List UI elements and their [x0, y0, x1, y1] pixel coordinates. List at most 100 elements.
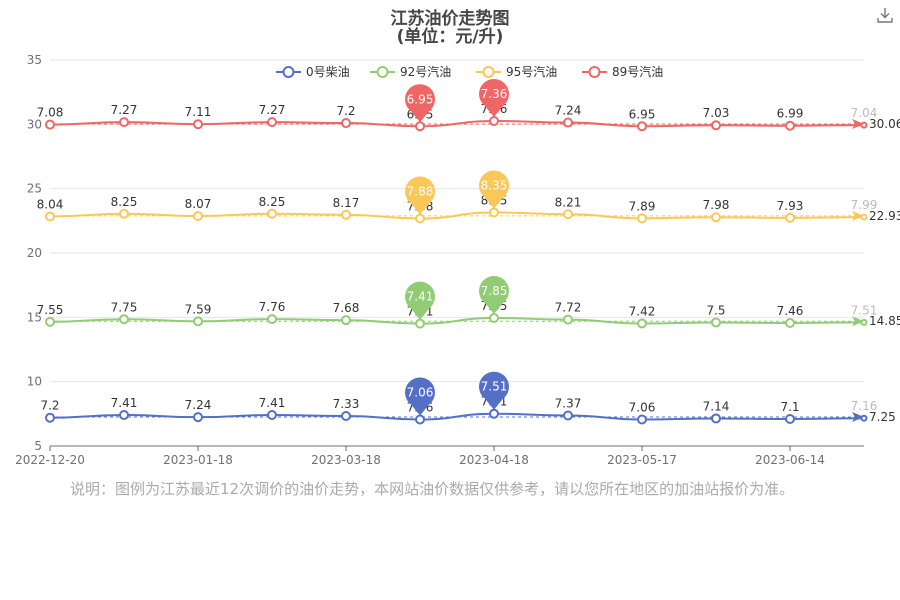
data-point [119, 208, 129, 219]
extreme-pin: 6.95 [405, 84, 435, 123]
x-tick-label: 2022-12-20 [15, 453, 85, 467]
data-point [860, 414, 868, 422]
data-point [45, 316, 55, 327]
data-label: 7.27 [259, 103, 286, 117]
data-point [860, 213, 868, 221]
data-label: 7.2 [40, 399, 59, 413]
data-point [341, 411, 351, 422]
data-point [415, 318, 425, 329]
data-point [785, 120, 795, 131]
data-point [711, 120, 721, 131]
data-point [711, 413, 721, 424]
download-icon[interactable] [876, 6, 894, 24]
pin-tail [411, 404, 429, 416]
legend-label: 89号汽油 [612, 64, 663, 79]
data-point [563, 410, 573, 421]
data-label: 7.59 [185, 302, 212, 316]
data-point [267, 208, 277, 219]
data-label: 7.46 [777, 304, 804, 318]
data-label: 7.98 [703, 198, 730, 212]
data-point [193, 211, 203, 222]
data-label: 7.37 [555, 397, 582, 411]
pin-head [479, 371, 509, 402]
data-label: 7.93 [777, 199, 804, 213]
data-point [711, 212, 721, 223]
series-line [49, 211, 865, 220]
data-point [415, 121, 425, 132]
data-point [193, 316, 203, 327]
data-point [45, 412, 55, 423]
pin-label: 7.06 [407, 385, 434, 399]
legend-label: 95号汽油 [506, 64, 557, 79]
data-label: 7.27 [111, 103, 138, 117]
y-tick-label: 20 [27, 246, 42, 260]
legend-marker [376, 66, 389, 78]
pin-head [405, 377, 435, 408]
data-point [860, 121, 868, 129]
extreme-pin: 7.36 [479, 78, 509, 117]
y-tick-label: 15 [27, 310, 42, 324]
data-point [341, 315, 351, 326]
pin-head [405, 281, 435, 312]
data-label: 7.1 [780, 400, 799, 414]
extreme-pin: 7.51 [479, 371, 509, 410]
data-point [45, 119, 55, 130]
legend-label: 92号汽油 [400, 64, 451, 79]
series-line [49, 316, 865, 325]
data-point [415, 414, 425, 425]
data-point [489, 115, 499, 126]
data-point [267, 314, 277, 325]
average-label: 30.06 [869, 117, 900, 131]
pin-head [405, 84, 435, 115]
pin-head [479, 170, 509, 201]
legend-label: 0号柴油 [306, 65, 350, 79]
data-label: 8.21 [555, 195, 582, 209]
data-point [489, 408, 499, 419]
data-label: 7.75 [111, 300, 138, 314]
data-point [637, 121, 647, 132]
data-point [563, 117, 573, 128]
series-line [49, 412, 865, 421]
pin-tail [485, 398, 503, 410]
legend-marker [588, 66, 601, 78]
extreme-pin: 7.88 [405, 176, 435, 215]
pin-label: 7.85 [481, 284, 508, 298]
chart-subtitle: (单位：元/升) [396, 27, 504, 47]
pin-head [479, 275, 509, 306]
pin-head [405, 176, 435, 207]
average-arrow [852, 412, 864, 423]
y-tick-label: 5 [34, 439, 42, 453]
data-label: 7.68 [333, 301, 360, 315]
series-line [49, 119, 865, 128]
data-label: 8.07 [185, 197, 212, 211]
x-tick-label: 2023-03-18 [311, 453, 381, 467]
pin-tail [411, 111, 429, 123]
average-label: 14.85 [869, 314, 900, 328]
data-point [119, 314, 129, 325]
data-label: 7.04 [851, 106, 878, 120]
data-point [489, 207, 499, 218]
data-label: 7.24 [555, 104, 582, 118]
pin-label: 7.88 [407, 185, 434, 199]
data-point [785, 317, 795, 328]
data-label: 6.99 [777, 107, 804, 121]
data-label: 7.89 [629, 199, 656, 213]
data-label: 7.72 [555, 301, 582, 315]
data-point [489, 312, 499, 323]
data-label: 7.5 [706, 303, 725, 317]
data-point [785, 413, 795, 424]
data-label: 8.25 [259, 195, 286, 209]
data-point [637, 213, 647, 224]
data-point [119, 409, 129, 420]
average-label: 7.25 [869, 410, 896, 424]
data-point [119, 117, 129, 128]
extreme-pin: 8.35 [479, 170, 509, 209]
data-label: 7.41 [259, 396, 286, 410]
data-point [637, 318, 647, 329]
data-label: 7.03 [703, 106, 730, 120]
data-point [563, 209, 573, 220]
data-point [267, 117, 277, 128]
chart-note: 说明：图例为江苏最近12次调价的油价走势，本网站油价数据仅供参考，请以您所在地区… [70, 480, 795, 498]
extreme-pin: 7.06 [405, 377, 435, 416]
